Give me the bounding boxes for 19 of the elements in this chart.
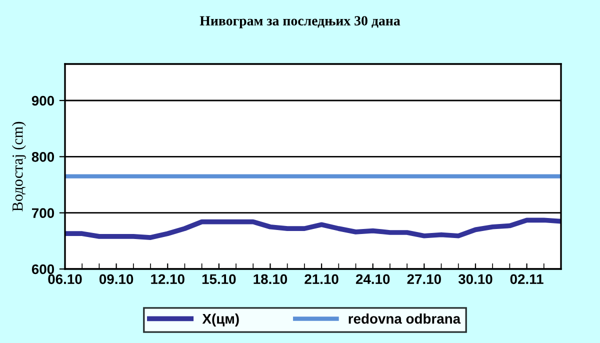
y-tick-label: 600	[32, 264, 54, 274]
x-tick-label: 09.10	[99, 274, 134, 284]
x-tick-label: 12.10	[151, 274, 184, 284]
chart-title: Нивограм за последњих 30 дана	[200, 16, 400, 28]
y-tick-label: 700	[32, 208, 54, 218]
legend-label: X(цм)	[202, 314, 239, 326]
x-tick-label: 18.10	[254, 274, 288, 284]
x-tick-label: 30.10	[458, 274, 492, 284]
x-tick-label: 15.10	[202, 274, 236, 284]
x-tick-label: 24.10	[356, 274, 390, 284]
line-series	[65, 218, 561, 240]
y-tick-label: 800	[32, 152, 54, 162]
legend-label: redovna odbrana	[348, 314, 461, 324]
x-tick-label: 06.10	[48, 274, 82, 284]
x-tick-label: 27.10	[407, 274, 441, 284]
x-tick-label: 21.10	[304, 274, 338, 284]
y-tick-label: 900	[32, 96, 54, 106]
y-axis-title: Водостај (cm)	[12, 122, 26, 212]
x-tick-label: 02.11	[510, 274, 544, 284]
